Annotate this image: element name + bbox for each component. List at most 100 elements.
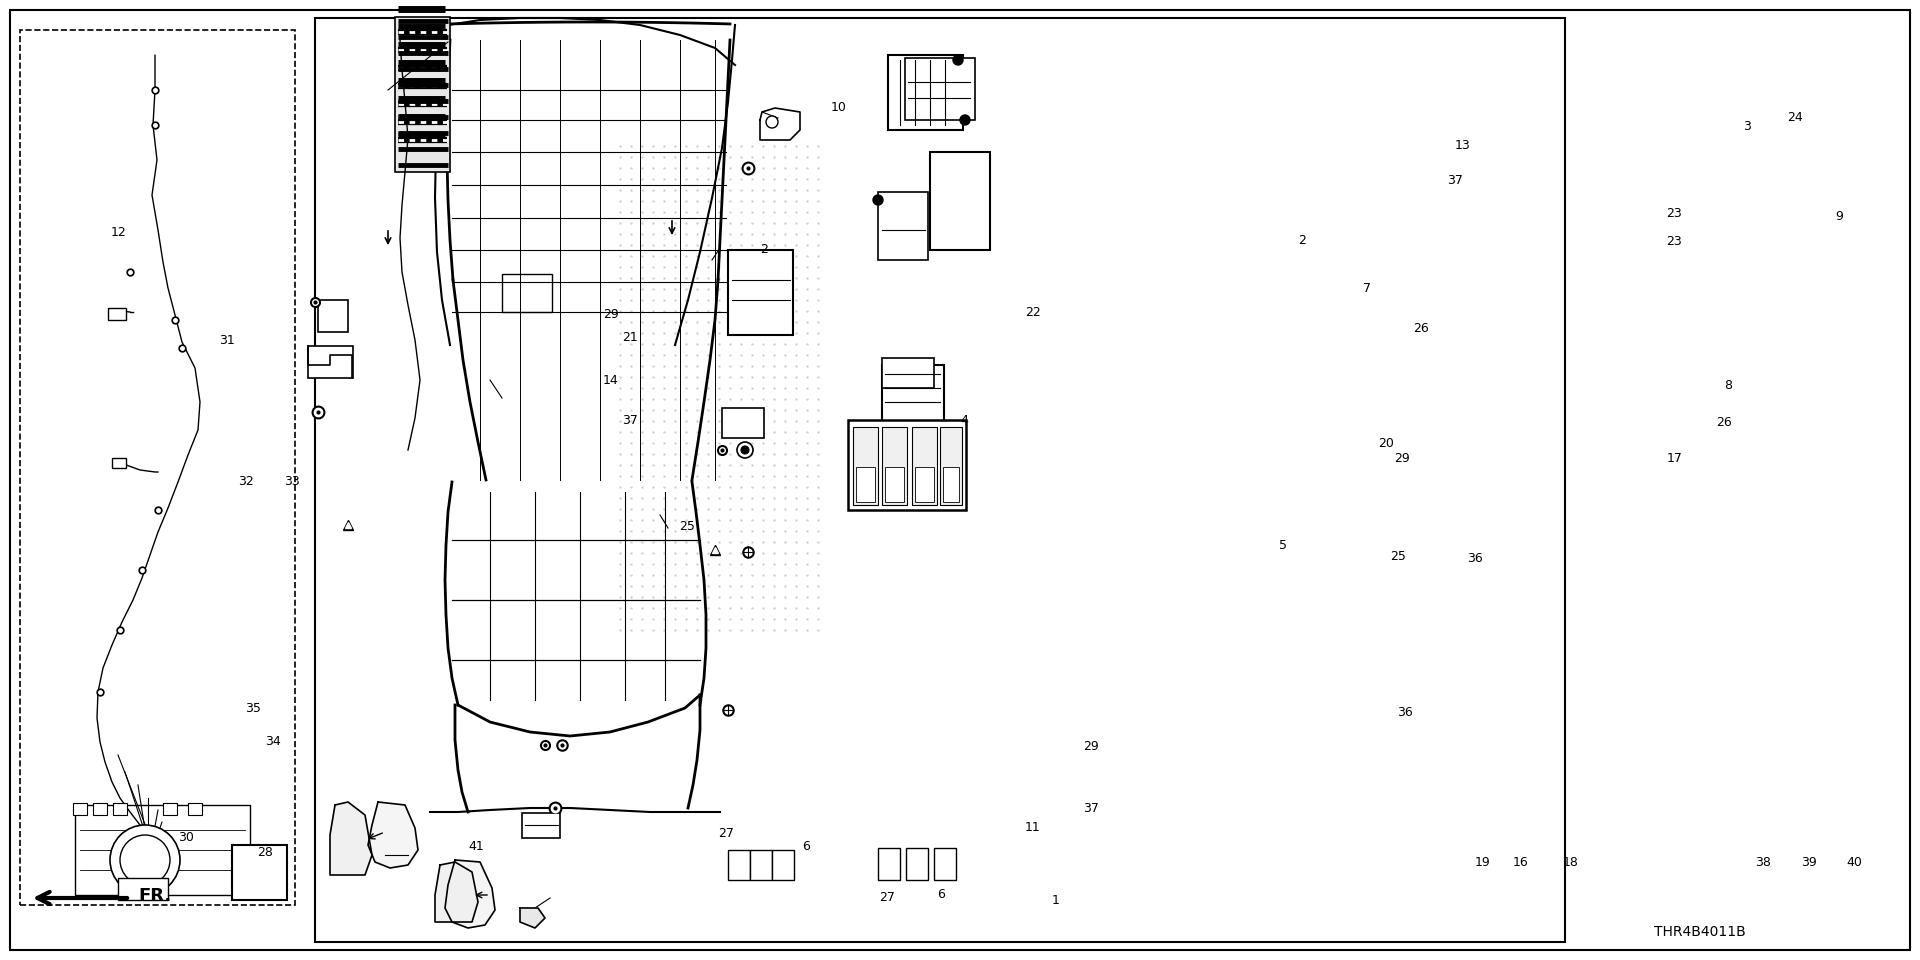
Circle shape (960, 115, 970, 125)
Bar (73, 803, 86, 815)
Circle shape (874, 195, 883, 205)
Text: 25: 25 (1390, 550, 1405, 564)
Text: 11: 11 (1025, 821, 1041, 834)
Circle shape (766, 116, 778, 128)
Bar (117, 878, 169, 900)
Text: 12: 12 (111, 226, 127, 239)
Bar (772, 850, 795, 880)
Bar (19, 30, 296, 905)
Bar (722, 408, 764, 438)
Polygon shape (369, 802, 419, 868)
Text: 27: 27 (718, 827, 733, 840)
Bar (856, 467, 876, 502)
Circle shape (737, 442, 753, 458)
Text: 6: 6 (937, 888, 945, 901)
Text: 38: 38 (1755, 855, 1770, 869)
Text: FR.: FR. (138, 887, 171, 905)
Bar (916, 467, 933, 502)
Text: 39: 39 (1801, 855, 1816, 869)
Polygon shape (330, 802, 372, 875)
Bar (163, 803, 177, 815)
Text: 37: 37 (622, 414, 637, 427)
Circle shape (952, 55, 964, 65)
Text: 23: 23 (1667, 235, 1682, 249)
Bar (501, 274, 553, 312)
Text: 35: 35 (246, 702, 261, 715)
Bar (943, 467, 958, 502)
Text: 10: 10 (831, 101, 847, 114)
Bar (188, 803, 202, 815)
Bar (929, 152, 991, 250)
Text: 36: 36 (1467, 552, 1482, 565)
Bar (396, 17, 449, 172)
Text: 7: 7 (1363, 281, 1371, 295)
Bar (319, 300, 348, 332)
Text: 18: 18 (1563, 855, 1578, 869)
Text: 36: 36 (1398, 706, 1413, 719)
Text: 6: 6 (803, 840, 810, 853)
Text: 1: 1 (1052, 894, 1060, 907)
Text: 37: 37 (1083, 802, 1098, 815)
Text: 16: 16 (1513, 855, 1528, 869)
Text: 31: 31 (219, 334, 234, 348)
Text: 34: 34 (265, 734, 280, 748)
Circle shape (741, 446, 749, 454)
Text: 19: 19 (1475, 855, 1490, 869)
Polygon shape (520, 908, 545, 928)
Bar (877, 192, 927, 260)
Text: 14: 14 (603, 373, 618, 387)
Bar (111, 458, 127, 468)
Text: 9: 9 (1836, 209, 1843, 223)
Text: 29: 29 (1394, 452, 1409, 466)
Text: 26: 26 (1413, 322, 1428, 335)
Text: 17: 17 (1667, 452, 1682, 466)
Bar (92, 803, 108, 815)
Bar (728, 850, 751, 880)
Text: 22: 22 (1025, 305, 1041, 319)
Bar (881, 358, 933, 388)
Bar (522, 813, 561, 838)
Text: 29: 29 (1083, 740, 1098, 754)
Bar (852, 427, 877, 505)
Bar (881, 365, 945, 430)
Text: 30: 30 (179, 830, 194, 844)
Text: 13: 13 (1455, 139, 1471, 153)
Bar (904, 58, 975, 120)
Text: 28: 28 (257, 846, 273, 859)
Text: 29: 29 (603, 308, 618, 322)
Bar (307, 346, 353, 378)
Text: 2: 2 (1298, 233, 1306, 247)
Text: 21: 21 (622, 331, 637, 345)
Text: 3: 3 (1743, 120, 1751, 133)
Bar (887, 55, 964, 130)
Bar (751, 850, 772, 880)
Text: 25: 25 (680, 519, 695, 533)
Polygon shape (436, 862, 478, 922)
Polygon shape (445, 860, 495, 928)
Text: 27: 27 (879, 891, 895, 904)
Bar (877, 848, 900, 880)
Bar (232, 845, 286, 900)
Text: 4: 4 (960, 414, 968, 427)
Circle shape (109, 825, 180, 895)
Bar (912, 427, 937, 505)
Text: 41: 41 (468, 840, 484, 853)
Text: 20: 20 (1379, 437, 1394, 450)
Bar (885, 467, 904, 502)
Text: 33: 33 (284, 475, 300, 489)
Text: 26: 26 (1716, 416, 1732, 429)
Bar (906, 848, 927, 880)
Bar (881, 427, 906, 505)
Text: 5: 5 (1279, 539, 1286, 552)
Text: 24: 24 (1788, 110, 1803, 124)
Bar (113, 803, 127, 815)
Text: 2: 2 (760, 243, 768, 256)
Text: 40: 40 (1847, 855, 1862, 869)
Circle shape (119, 835, 171, 885)
Bar (941, 427, 962, 505)
Bar (108, 308, 127, 320)
Text: 32: 32 (238, 475, 253, 489)
Text: 8: 8 (1724, 379, 1732, 393)
Text: THR4B4011B: THR4B4011B (1655, 925, 1745, 939)
Bar (315, 18, 1565, 942)
